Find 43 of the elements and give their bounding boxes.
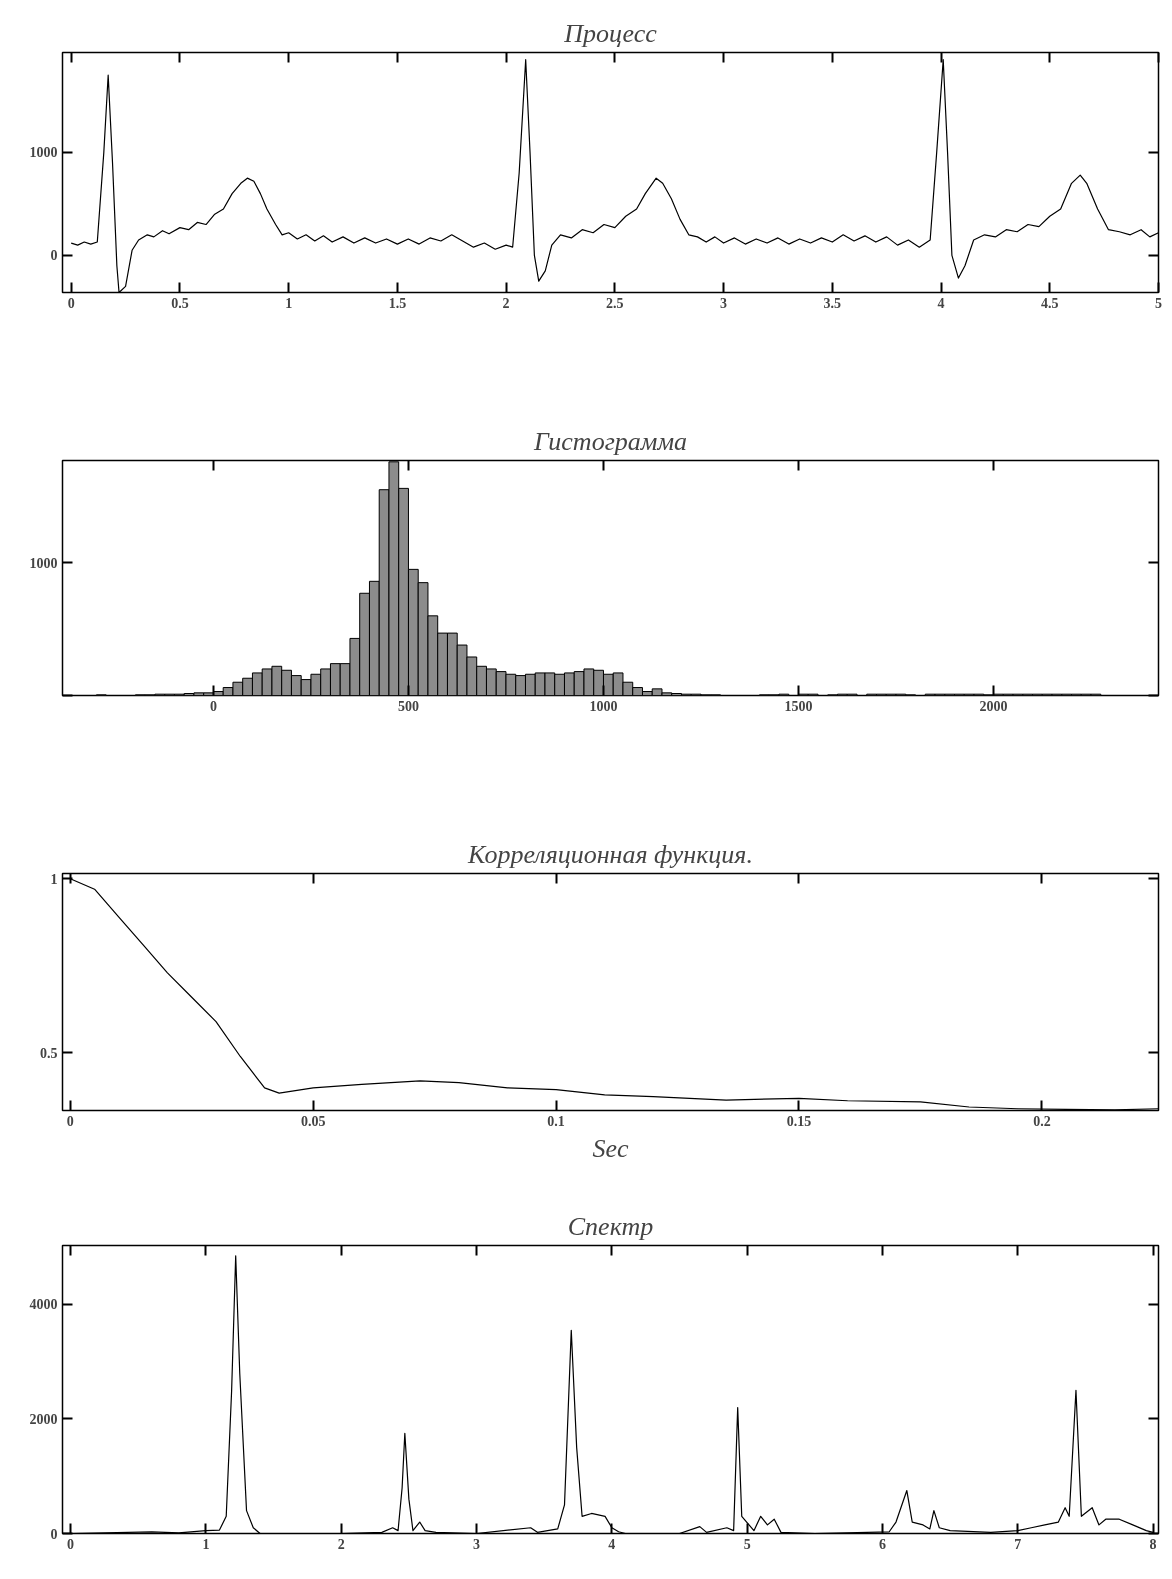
y-tick-label: 1000 [29, 555, 58, 571]
x-tick-label: 1500 [784, 698, 813, 714]
x-tick-label: 8 [1149, 1536, 1157, 1552]
x-tick-label: 4 [937, 295, 945, 311]
x-tick-label: 1 [202, 1536, 210, 1552]
x-tick-label: 1 [285, 295, 293, 311]
y-tick-label: 1 [50, 871, 58, 887]
x-tick-label: 3 [720, 295, 728, 311]
y-tick-label: 1000 [29, 145, 58, 161]
x-tick-label: 3 [473, 1536, 481, 1552]
x-tick-label: 4.5 [1041, 295, 1059, 311]
x-tick-label: 1000 [589, 698, 618, 714]
chart-title: Гистограмма [533, 426, 687, 456]
y-tick-label: 0 [50, 1526, 58, 1542]
x-tick-label: 0 [67, 295, 75, 311]
x-tick-label: 3.5 [823, 295, 842, 311]
y-tick-label: 0.5 [40, 1045, 58, 1061]
x-tick-label: 5 [1155, 295, 1162, 311]
x-tick-label: 0.15 [786, 1113, 812, 1129]
x-tick-label: 1.5 [388, 295, 407, 311]
x-axis-title: Sec [592, 1133, 629, 1163]
y-tick-label: 0 [50, 248, 58, 264]
x-tick-label: 2000 [979, 698, 1008, 714]
x-tick-label: 0 [209, 698, 217, 714]
x-tick-label: 0 [67, 1536, 75, 1552]
x-tick-label: 4 [608, 1536, 616, 1552]
x-tick-label: 2 [337, 1536, 345, 1552]
x-tick-label: 2 [502, 295, 510, 311]
chart-title: Корреляционная функция. [467, 839, 753, 869]
chart-title: Процесс [563, 18, 658, 48]
x-tick-label: 7 [1014, 1536, 1022, 1552]
x-tick-label: 6 [878, 1536, 886, 1552]
x-tick-label: 2.5 [606, 295, 624, 311]
chart-title: Спектр [567, 1211, 654, 1241]
x-tick-label: 0.5 [171, 295, 189, 311]
x-tick-label: 0 [66, 1113, 74, 1129]
x-tick-label: 0.1 [547, 1113, 565, 1129]
y-tick-label: 4000 [29, 1297, 58, 1313]
x-tick-label: 500 [397, 698, 419, 714]
x-tick-label: 5 [743, 1536, 751, 1552]
x-tick-label: 0.2 [1033, 1113, 1051, 1129]
y-tick-label: 2000 [29, 1411, 58, 1427]
x-tick-label: 0.05 [300, 1113, 326, 1129]
